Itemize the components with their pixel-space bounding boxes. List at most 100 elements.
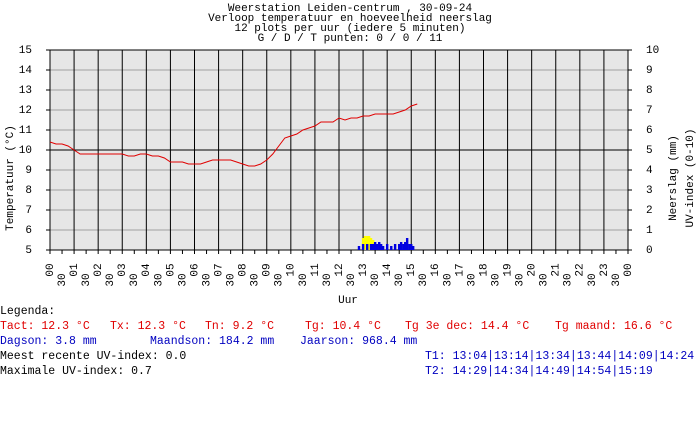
x-tick-label: 17: [454, 263, 466, 276]
legend-item: Maximale UV-index: 0.7: [0, 365, 152, 378]
title-line: Verloop temperatuur en hoeveelheid neers…: [208, 13, 492, 25]
bar: [398, 244, 401, 250]
x-tick-label: 30: [418, 273, 430, 286]
x-tick-label: 11: [310, 263, 322, 277]
legend-item: Jaarson: 968.4 mm: [300, 335, 418, 348]
bar: [410, 244, 413, 250]
x-tick-label: 30: [177, 273, 189, 286]
bar: [367, 236, 371, 250]
y-tick-label: 12: [19, 105, 32, 117]
x-tick-label: 30: [226, 273, 238, 286]
x-tick-label: 30: [298, 273, 310, 286]
x-tick-label: 30: [129, 273, 141, 286]
y2-axis-title: Neerslag (mm): [668, 135, 680, 221]
x-tick-label: 16: [430, 263, 442, 276]
bar: [379, 244, 383, 250]
legend-item: Tact: 12.3 °C: [0, 320, 90, 333]
x-tick-label: 09: [262, 263, 274, 276]
y-tick-label: 7: [25, 205, 32, 217]
y2-tick-label: 1: [646, 225, 653, 237]
x-tick-label: 30: [105, 273, 117, 286]
x-tick-label: 06: [189, 263, 201, 276]
y2-tick-label: 0: [646, 245, 653, 257]
bar: [369, 244, 373, 250]
x-tick-label: 00: [45, 263, 57, 276]
bar: [381, 246, 385, 250]
x-tick-label: 04: [141, 263, 153, 277]
y2-tick-label: 9: [646, 65, 653, 77]
legend-item: Tg maand: 16.6 °C: [555, 320, 673, 333]
legend-item: T2: 14:29|14:34|14:49|14:54|15:19: [425, 365, 653, 378]
y-tick-label: 9: [25, 165, 32, 177]
legend-item: Dagson: 3.8 mm: [0, 335, 97, 348]
title-line: 12 plots per uur (iedere 5 minuten): [234, 23, 465, 35]
x-tick-label: 30: [563, 273, 575, 286]
x-tick-label: 30: [370, 273, 382, 286]
title-line: G / D / T punten: 0 / 0 / 11: [258, 33, 443, 45]
bar: [393, 244, 397, 250]
legend-heading: Legenda:: [0, 305, 56, 318]
x-tick-label: 30: [274, 273, 286, 286]
y2-tick-label: 3: [646, 185, 653, 197]
bar: [361, 244, 365, 250]
x-tick-label: 13: [358, 263, 370, 276]
y-axis-title: Temperatuur (°C): [5, 125, 17, 231]
x-tick-label: 18: [478, 263, 490, 276]
bar: [402, 244, 405, 250]
x-tick-label: 20: [527, 263, 539, 276]
legend-item: Tn: 9.2 °C: [205, 320, 275, 333]
plot-frame: [49, 49, 629, 251]
legend-item: Maandson: 184.2 mm: [150, 335, 275, 348]
title-line: Weerstation Leiden-centrum , 30-09-24: [228, 3, 473, 15]
x-tick-label: 30: [587, 273, 599, 286]
x-tick-label: 08: [238, 263, 250, 276]
x-tick-label: 30: [250, 273, 262, 286]
x-tick-label: 30: [201, 273, 213, 286]
bar: [365, 244, 369, 250]
y2-tick-label: 7: [646, 105, 653, 117]
legend-item: T1: 13:04|13:14|13:34|13:44|14:09|14:24: [425, 350, 695, 363]
y2-tick-label: 6: [646, 125, 653, 137]
y-tick-label: 13: [19, 85, 32, 97]
x-tick-label: 19: [502, 263, 514, 276]
bar: [371, 244, 375, 250]
legend-item: Tg: 10.4 °C: [305, 320, 381, 333]
y2-axis-title: UV-index (0-10): [685, 128, 697, 227]
bar: [375, 244, 379, 250]
y-tick-label: 6: [25, 225, 32, 237]
x-tick-label: 21: [551, 263, 563, 277]
bar: [399, 242, 403, 250]
x-tick-label: 03: [117, 263, 129, 276]
x-tick-label: 10: [286, 263, 298, 276]
x-tick-label: 15: [406, 263, 418, 276]
x-tick-label: 30: [153, 273, 165, 286]
chart: Weerstation Leiden-centrum , 30-09-24 Ve…: [5, 3, 697, 307]
x-tick-label: 02: [93, 263, 105, 276]
y-tick-label: 11: [19, 125, 33, 137]
x-axis-title: Uur: [338, 295, 358, 307]
y-tick-label: 14: [19, 65, 33, 77]
x-tick-label: 12: [334, 263, 346, 276]
x-tick-label: 30: [490, 273, 502, 286]
x-tick-label: 30: [539, 273, 551, 286]
bar: [411, 246, 415, 250]
bar: [385, 244, 389, 250]
x-tick-label: 00: [623, 263, 635, 276]
x-tick-label: 05: [165, 263, 177, 276]
y2-tick-label: 5: [646, 145, 653, 157]
x-tick-label: 30: [611, 273, 623, 286]
bar: [365, 236, 369, 250]
legend-item: Tg 3e dec: 14.4 °C: [405, 320, 530, 333]
x-tick-label: 30: [57, 273, 69, 286]
x-tick-label: 30: [81, 273, 93, 286]
y2-tick-label: 10: [646, 45, 659, 57]
temperature-line: [49, 103, 418, 167]
y-tick-label: 8: [25, 185, 32, 197]
legend-item: Meest recente UV-index: 0.0: [0, 350, 187, 363]
y2-tick-label: 2: [646, 205, 653, 217]
bar: [408, 244, 411, 250]
x-tick-label: 30: [322, 273, 334, 286]
y2-tick-label: 8: [646, 85, 653, 97]
x-tick-label: 22: [575, 263, 587, 276]
